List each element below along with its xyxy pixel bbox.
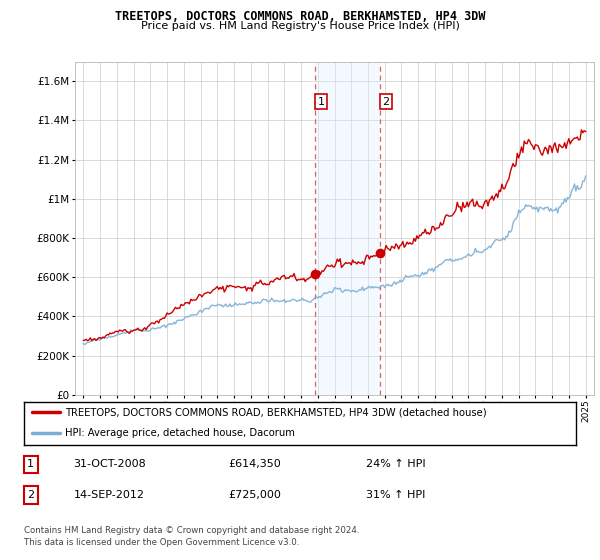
Text: 1: 1 xyxy=(27,459,34,469)
Text: TREETOPS, DOCTORS COMMONS ROAD, BERKHAMSTED, HP4 3DW: TREETOPS, DOCTORS COMMONS ROAD, BERKHAMS… xyxy=(115,10,485,23)
Text: Price paid vs. HM Land Registry's House Price Index (HPI): Price paid vs. HM Land Registry's House … xyxy=(140,21,460,31)
Text: 1: 1 xyxy=(317,96,325,106)
Text: 2: 2 xyxy=(27,490,34,500)
Text: £614,350: £614,350 xyxy=(228,459,281,469)
Bar xyxy=(315,62,380,395)
Text: TREETOPS, DOCTORS COMMONS ROAD, BERKHAMSTED, HP4 3DW (detached house): TREETOPS, DOCTORS COMMONS ROAD, BERKHAMS… xyxy=(65,408,487,417)
Text: Contains HM Land Registry data © Crown copyright and database right 2024.
This d: Contains HM Land Registry data © Crown c… xyxy=(24,526,359,547)
Text: 2: 2 xyxy=(382,96,389,106)
Text: HPI: Average price, detached house, Dacorum: HPI: Average price, detached house, Daco… xyxy=(65,428,295,438)
Text: 14-SEP-2012: 14-SEP-2012 xyxy=(74,490,145,500)
Text: 31% ↑ HPI: 31% ↑ HPI xyxy=(366,490,425,500)
Text: 24% ↑ HPI: 24% ↑ HPI xyxy=(366,459,426,469)
Text: £725,000: £725,000 xyxy=(228,490,281,500)
Text: 31-OCT-2008: 31-OCT-2008 xyxy=(74,459,146,469)
